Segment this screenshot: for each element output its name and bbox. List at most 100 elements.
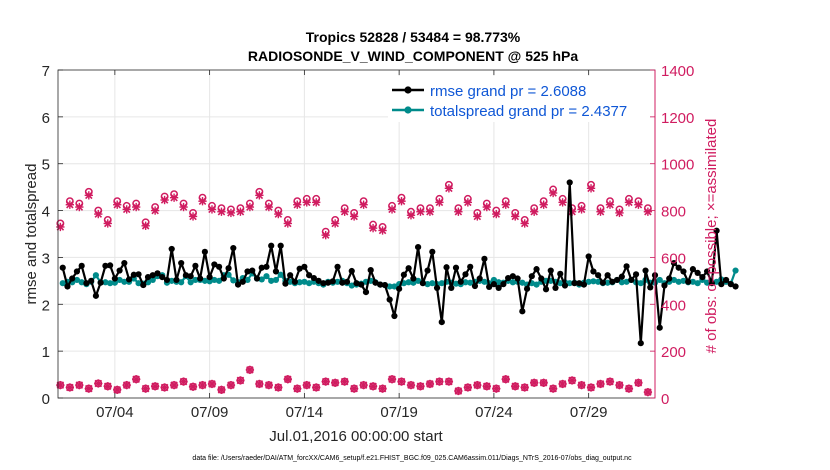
obs-assimilated-point	[217, 385, 226, 394]
rmse-point	[206, 274, 213, 281]
obs-assimilated-point	[132, 202, 141, 212]
obs-assimilated-point	[321, 231, 330, 240]
obs-assimilated-point	[150, 206, 160, 215]
obs-assimilated-point	[511, 212, 520, 221]
y-left-tick-label: 6	[42, 110, 50, 127]
rmse-point	[386, 296, 393, 303]
obs-assimilated-point	[113, 200, 122, 209]
legend-label-rmse: rmse grand pr = 2.6088	[430, 83, 586, 100]
totalspread-point	[467, 279, 474, 286]
obs-assimilated-point	[84, 191, 93, 200]
rmse-point	[533, 266, 540, 273]
rmse-point	[135, 271, 142, 278]
rmse-point	[116, 267, 123, 274]
totalspread-point	[215, 277, 223, 284]
rmse-point	[424, 267, 431, 274]
obs-assimilated-point	[444, 184, 454, 193]
rmse-point	[315, 277, 322, 284]
obs-assimilated-point	[406, 211, 416, 220]
legend-marker-totalspread	[404, 106, 412, 114]
rmse-point	[599, 279, 606, 286]
rmse-point	[708, 280, 715, 287]
obs-assimilated-point	[473, 212, 482, 221]
rmse-point	[713, 227, 720, 234]
rmse-point	[69, 275, 76, 282]
obs-assimilated-point	[331, 219, 340, 228]
totalspread-point	[187, 279, 194, 286]
rmse-point	[433, 284, 441, 291]
rmse-point	[178, 259, 185, 267]
rmse-point	[637, 340, 644, 347]
obs-assimilated-point	[293, 384, 302, 393]
totalspread-point	[59, 280, 66, 287]
rmse-point	[334, 263, 341, 270]
obs-assimilated-point	[122, 205, 131, 214]
rmse-point	[590, 268, 597, 275]
totalspread-point	[566, 280, 573, 287]
rmse-point	[362, 289, 370, 296]
rmse-point	[225, 265, 232, 272]
totalspread-point	[258, 276, 265, 283]
data-marks	[56, 179, 739, 397]
rmse-point	[187, 273, 194, 280]
rmse-point	[628, 276, 635, 284]
obs-assimilated-point	[586, 184, 596, 193]
obs-assimilated-point	[634, 200, 643, 209]
obs-assimilated-point	[302, 198, 311, 207]
rmse-point	[291, 278, 299, 285]
rmse-point	[538, 275, 545, 282]
rmse-point	[528, 273, 535, 280]
obs-assimilated-point	[397, 377, 406, 386]
rmse-point	[400, 271, 407, 278]
obs-assimilated-point	[179, 202, 188, 212]
rmse-point	[666, 275, 673, 282]
obs-assimilated-point	[188, 212, 198, 221]
rmse-point	[547, 267, 554, 274]
obs-assimilated-point	[368, 382, 378, 391]
totalspread-point	[509, 279, 516, 286]
rmse-point	[220, 275, 227, 282]
obs-assimilated-point	[482, 202, 491, 212]
obs-assimilated-point	[567, 376, 577, 385]
rmse-point	[263, 263, 270, 270]
totalspread-point	[452, 280, 460, 287]
obs-assimilated-point	[435, 198, 444, 207]
obs-assimilated-point	[643, 387, 653, 397]
obs-assimilated-point	[530, 378, 539, 387]
rmse-point	[97, 279, 104, 286]
totalspread-point	[92, 272, 100, 279]
rmse-point	[244, 268, 251, 275]
rmse-point	[358, 281, 365, 288]
totalspread-point	[192, 276, 199, 284]
obs-assimilated-point	[511, 382, 520, 391]
obs-assimilated-point	[406, 380, 416, 390]
obs-assimilated-point	[150, 382, 160, 391]
rmse-point	[618, 273, 625, 280]
totalspread-point	[618, 279, 625, 286]
rmse-point	[130, 271, 137, 278]
rmse-point	[249, 267, 256, 274]
plot-area	[58, 70, 655, 398]
y-left-tick-label: 4	[42, 204, 50, 221]
x-tick-label: 07/19	[380, 404, 418, 421]
obs-assimilated-point	[492, 384, 501, 393]
obs-assimilated-point	[274, 383, 283, 392]
obs-assimilated-point	[605, 200, 615, 209]
obs-assimilated-point	[65, 383, 75, 392]
rmse-point	[140, 281, 147, 289]
y-right-tick-label: 200	[661, 344, 686, 361]
obs-assimilated-point	[596, 379, 605, 389]
rmse-point	[121, 259, 128, 267]
obs-assimilated-point	[122, 380, 131, 390]
totalspread-point	[462, 279, 469, 286]
obs-assimilated-point	[56, 222, 65, 232]
obs-assimilated-point	[94, 209, 103, 219]
rmse-point	[429, 248, 436, 255]
rmse-point	[561, 282, 569, 289]
rmse-point	[306, 272, 313, 279]
obs-assimilated-point	[75, 380, 84, 390]
rmse-point	[704, 268, 711, 275]
obs-assimilated-point	[302, 380, 311, 390]
obs-assimilated-point	[141, 221, 150, 230]
